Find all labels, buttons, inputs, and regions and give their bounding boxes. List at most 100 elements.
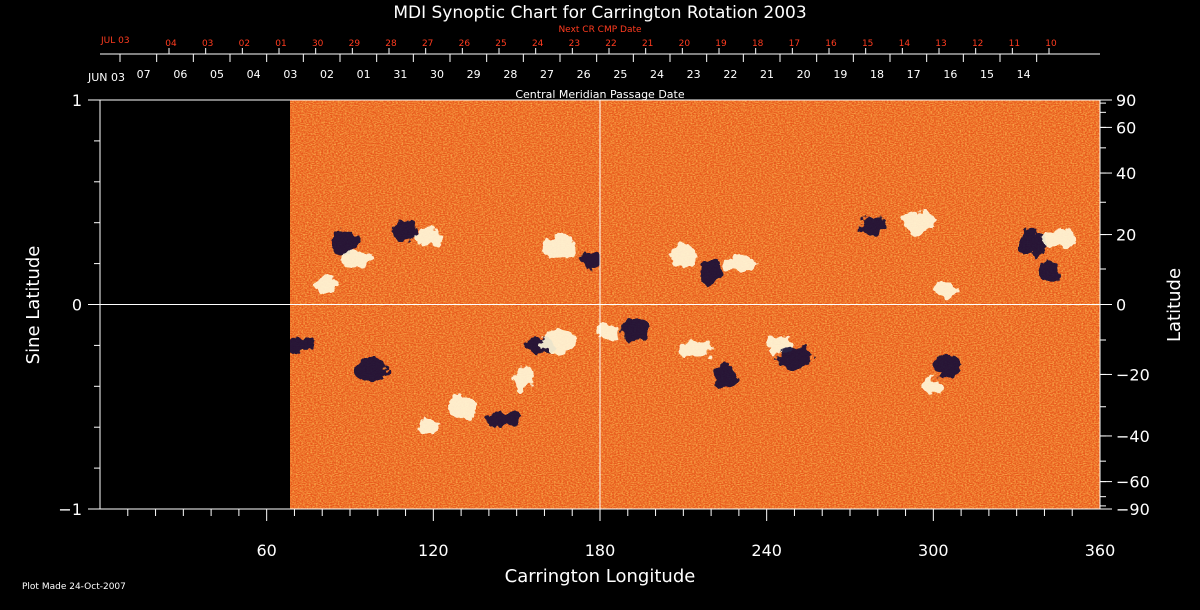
cmp-date: 15 xyxy=(980,68,994,81)
cmp-date: 25 xyxy=(613,68,627,81)
next-cr-date: 16 xyxy=(825,39,837,49)
right-y-tick-label: 90 xyxy=(1116,91,1136,110)
negative-polarity-region xyxy=(485,411,520,428)
negative-polarity-region xyxy=(1019,231,1048,256)
negative-polarity-region xyxy=(330,231,359,256)
left-y-tick-label: −1 xyxy=(58,500,82,519)
positive-polarity-region xyxy=(413,229,442,246)
positive-polarity-region xyxy=(902,210,937,235)
x-axis-label: Carrington Longitude xyxy=(505,566,696,587)
right-y-axis-ticks: 90 60 40 20 0 −20 −40 −60 −90 xyxy=(1100,91,1150,519)
next-cr-date: 21 xyxy=(642,39,653,49)
x-tick-label: 360 xyxy=(1085,541,1116,560)
cmp-date: 02 xyxy=(320,68,334,81)
negative-polarity-region xyxy=(714,364,736,389)
right-y-tick-label: −20 xyxy=(1116,365,1150,384)
negative-polarity-region xyxy=(580,251,603,268)
cmp-date: 19 xyxy=(833,68,847,81)
x-tick-label: 120 xyxy=(418,541,449,560)
cmp-date: 31 xyxy=(393,68,407,81)
cmp-date: 04 xyxy=(247,68,261,81)
next-cr-date: 19 xyxy=(715,39,727,49)
x-tick-label: 60 xyxy=(256,541,276,560)
right-y-tick-label: −40 xyxy=(1116,427,1150,446)
cmp-start-label: JUN 03 xyxy=(87,71,125,84)
positive-polarity-region xyxy=(1041,231,1076,248)
x-tick-label: 240 xyxy=(751,541,782,560)
right-y-tick-label: 40 xyxy=(1116,164,1136,183)
next-cr-date: 11 xyxy=(1009,39,1020,49)
positive-polarity-region xyxy=(447,394,476,419)
negative-polarity-region xyxy=(1039,261,1061,286)
cmp-date: 26 xyxy=(577,68,591,81)
negative-polarity-region xyxy=(858,218,887,235)
next-cr-start-label: JUL 03 xyxy=(100,36,130,46)
positive-polarity-region xyxy=(511,366,534,391)
positive-polarity-region xyxy=(597,323,620,340)
next-cr-date: 02 xyxy=(239,39,250,49)
next-cr-date: 20 xyxy=(679,39,691,49)
active-regions xyxy=(290,210,1076,436)
next-cr-date: 01 xyxy=(275,39,286,49)
next-cr-date: 26 xyxy=(459,39,471,49)
cmp-date: 06 xyxy=(173,68,187,81)
left-y-axis-label: Sine Latitude xyxy=(23,246,44,365)
cmp-date: 20 xyxy=(797,68,811,81)
left-y-tick-label: 1 xyxy=(72,91,82,110)
plot-made-note: Plot Made 24-Oct-2007 xyxy=(22,582,126,592)
cmp-date: 29 xyxy=(467,68,481,81)
cmp-date: 24 xyxy=(650,68,664,81)
next-cr-date: 27 xyxy=(422,39,433,49)
cmp-date: 07 xyxy=(137,68,151,81)
cmp-date: 17 xyxy=(907,68,921,81)
positive-polarity-region xyxy=(316,276,339,293)
next-cr-date: 22 xyxy=(605,39,616,49)
positive-polarity-region xyxy=(680,341,715,358)
next-cr-label: Next CR CMP Date xyxy=(558,25,642,35)
cmp-date: 01 xyxy=(357,68,371,81)
right-y-axis-label: Latitude xyxy=(1164,268,1185,342)
next-cr-date: 04 xyxy=(165,39,177,49)
positive-polarity-region xyxy=(541,235,576,260)
negative-polarity-region xyxy=(355,357,390,382)
cmp-date-axes: Next CR CMP Date JUL 03 04 03 02 01 30 29 28 27… xyxy=(87,25,1100,101)
next-cr-date: 03 xyxy=(202,39,213,49)
positive-polarity-region xyxy=(933,282,956,299)
cmp-date: 21 xyxy=(760,68,774,81)
x-tick-label: 300 xyxy=(918,541,949,560)
left-y-tick-label: 0 xyxy=(72,296,82,315)
positive-polarity-region xyxy=(541,329,576,354)
cmp-axis-label: Central Meridian Passage Date xyxy=(515,88,684,101)
cmp-date: 30 xyxy=(430,68,444,81)
cmp-date: 22 xyxy=(723,68,737,81)
negative-polarity-region xyxy=(933,353,962,378)
cmp-date: 28 xyxy=(503,68,517,81)
negative-polarity-region xyxy=(700,261,723,286)
next-cr-date: 18 xyxy=(752,39,764,49)
next-cr-date: 17 xyxy=(789,39,800,49)
next-cr-date: 24 xyxy=(532,39,544,49)
cmp-date: 16 xyxy=(943,68,957,81)
next-cr-date: 10 xyxy=(1045,39,1057,49)
cmp-date: 05 xyxy=(210,68,224,81)
negative-polarity-region xyxy=(777,345,812,370)
negative-polarity-region xyxy=(394,218,417,243)
left-y-axis-ticks: 1 0 −1 xyxy=(58,91,100,519)
next-cr-date: 28 xyxy=(385,39,397,49)
right-y-tick-label: −90 xyxy=(1116,500,1150,519)
right-y-tick-label: −60 xyxy=(1116,473,1150,492)
positive-polarity-region xyxy=(922,378,945,395)
next-cr-date: 23 xyxy=(569,39,580,49)
cmp-ticks: 07 06 05 04 03 02 01 31 30 29 28 27 26 25 24 23 22 21 20 19… xyxy=(119,54,1038,81)
positive-polarity-region xyxy=(669,243,698,268)
cmp-date: 18 xyxy=(870,68,884,81)
next-cr-date: 29 xyxy=(349,39,361,49)
chart-title: MDI Synoptic Chart for Carrington Rotati… xyxy=(393,3,806,23)
cmp-date: 14 xyxy=(1017,68,1031,81)
x-tick-label: 180 xyxy=(585,541,616,560)
next-cr-date: 13 xyxy=(935,39,946,49)
next-cr-ticks: 04 03 02 01 30 29 28 27 26 25 24 23 22 21 20 19 18 17 16 15… xyxy=(165,39,1057,54)
next-cr-date: 12 xyxy=(972,39,983,49)
cmp-date: 03 xyxy=(283,68,297,81)
